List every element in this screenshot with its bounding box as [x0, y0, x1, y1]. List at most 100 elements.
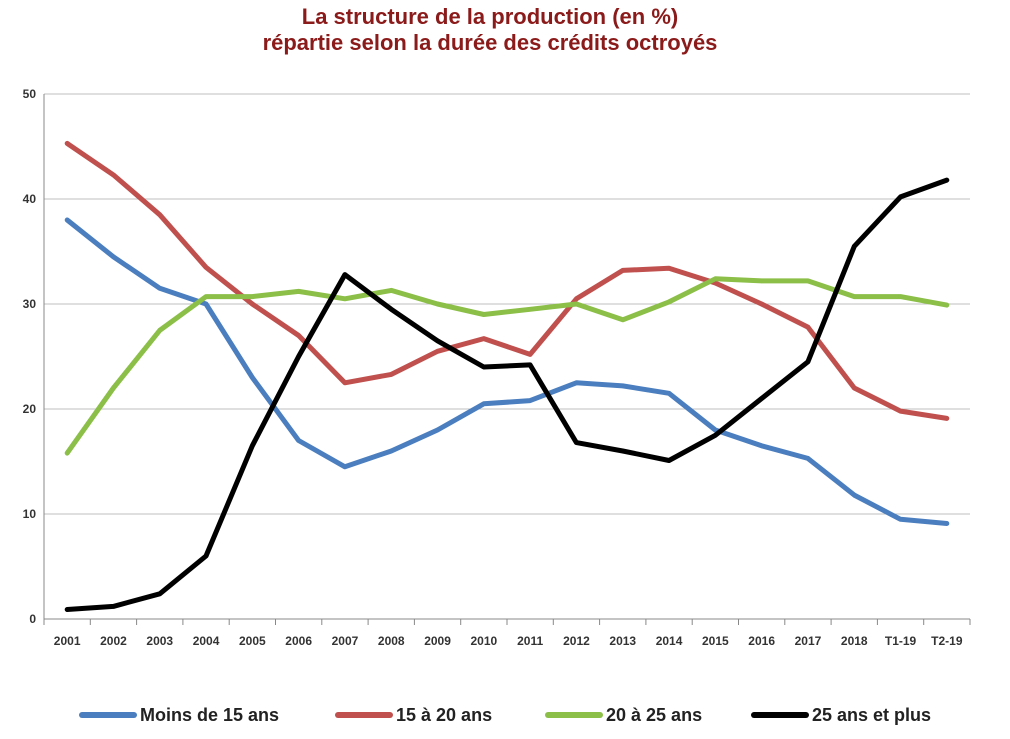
legend-label-2: 20 à 25 ans [606, 705, 702, 725]
y-tick-label: 10 [23, 507, 37, 521]
data-point [389, 288, 394, 293]
data-point [713, 433, 718, 438]
data-point [342, 464, 348, 469]
data-point [759, 396, 764, 401]
x-tick-label: 2018 [841, 634, 868, 648]
data-point [574, 380, 579, 385]
data-point [250, 294, 255, 299]
data-point [342, 272, 348, 277]
x-tick-label: 2002 [100, 634, 127, 648]
chart-title-line-2: répartie selon la durée des crédits octr… [262, 30, 718, 55]
data-point [250, 301, 255, 307]
series-line-2 [64, 276, 950, 456]
data-point [296, 289, 301, 294]
data-point [805, 359, 811, 364]
data-point [111, 254, 116, 259]
data-point [111, 604, 116, 609]
data-point [389, 372, 394, 377]
series-line-0 [64, 217, 950, 526]
data-point [435, 301, 440, 307]
data-point [898, 294, 903, 299]
x-tick-label: T2-19 [931, 634, 963, 648]
data-point [759, 443, 764, 448]
data-point [620, 383, 625, 389]
data-point [435, 338, 440, 343]
data-point [898, 408, 903, 414]
data-point [852, 492, 857, 498]
data-point [203, 265, 209, 270]
data-point [157, 212, 162, 217]
data-point [481, 401, 487, 406]
data-point [64, 607, 70, 612]
data-point [852, 244, 857, 249]
y-tick-label: 50 [23, 87, 37, 101]
data-point [574, 440, 579, 445]
y-tick-label: 40 [23, 192, 37, 206]
data-point [342, 296, 348, 301]
data-point [203, 294, 209, 299]
data-point [898, 517, 903, 522]
data-point [620, 268, 625, 273]
data-point [389, 448, 394, 454]
chart-title-line-1: La structure de la production (en %) [301, 4, 679, 29]
x-tick-label: T1-19 [885, 634, 917, 648]
data-point [157, 591, 162, 596]
x-tick-label: 2001 [54, 634, 81, 648]
data-point [435, 427, 440, 433]
data-point [157, 328, 162, 333]
x-tick-label: 2012 [563, 634, 590, 648]
chart-title: La structure de la production (en %) rép… [0, 4, 980, 56]
data-point [64, 217, 70, 223]
data-point [666, 266, 672, 271]
data-point [620, 448, 625, 454]
x-tick-label: 2016 [748, 634, 775, 648]
data-point [435, 349, 440, 354]
x-tick-label: 2008 [378, 634, 405, 648]
x-tick-label: 2003 [146, 634, 173, 648]
data-point [250, 443, 255, 448]
y-tick-label: 30 [23, 297, 37, 311]
data-point [527, 352, 533, 357]
data-point [944, 416, 950, 421]
data-point [342, 380, 348, 385]
y-tick-label: 0 [29, 612, 36, 626]
x-tick-label: 2010 [470, 634, 497, 648]
data-point [574, 301, 579, 307]
data-point [527, 362, 533, 368]
data-point [852, 294, 857, 299]
data-point [666, 458, 672, 463]
data-point [296, 438, 301, 443]
data-point [111, 385, 116, 391]
data-point [620, 317, 625, 322]
data-point [666, 299, 672, 305]
data-point [296, 333, 301, 338]
data-point [64, 450, 70, 456]
data-point [713, 276, 718, 281]
data-point [481, 312, 487, 317]
data-point [944, 521, 950, 526]
data-point [296, 354, 301, 359]
x-tick-label: 2007 [332, 634, 359, 648]
x-tick-label: 2017 [795, 634, 822, 648]
data-point [111, 172, 116, 178]
data-point [481, 336, 487, 341]
x-tick-label: 2013 [609, 634, 636, 648]
x-tick-label: 2005 [239, 634, 266, 648]
series-line-3 [64, 177, 950, 612]
legend-label-3: 25 ans et plus [812, 705, 931, 725]
data-point [250, 375, 255, 380]
data-point [527, 398, 533, 403]
data-point [759, 278, 764, 284]
y-tick-label: 20 [23, 402, 37, 416]
data-point [852, 385, 857, 391]
data-point [805, 324, 811, 330]
x-tick-label: 2014 [656, 634, 683, 648]
data-point [898, 194, 903, 200]
data-point [713, 427, 718, 433]
legend-label-1: 15 à 20 ans [396, 705, 492, 725]
data-point [666, 391, 672, 396]
data-point [203, 301, 209, 307]
x-tick-label: 2011 [517, 634, 543, 648]
series-line-1 [64, 140, 950, 421]
